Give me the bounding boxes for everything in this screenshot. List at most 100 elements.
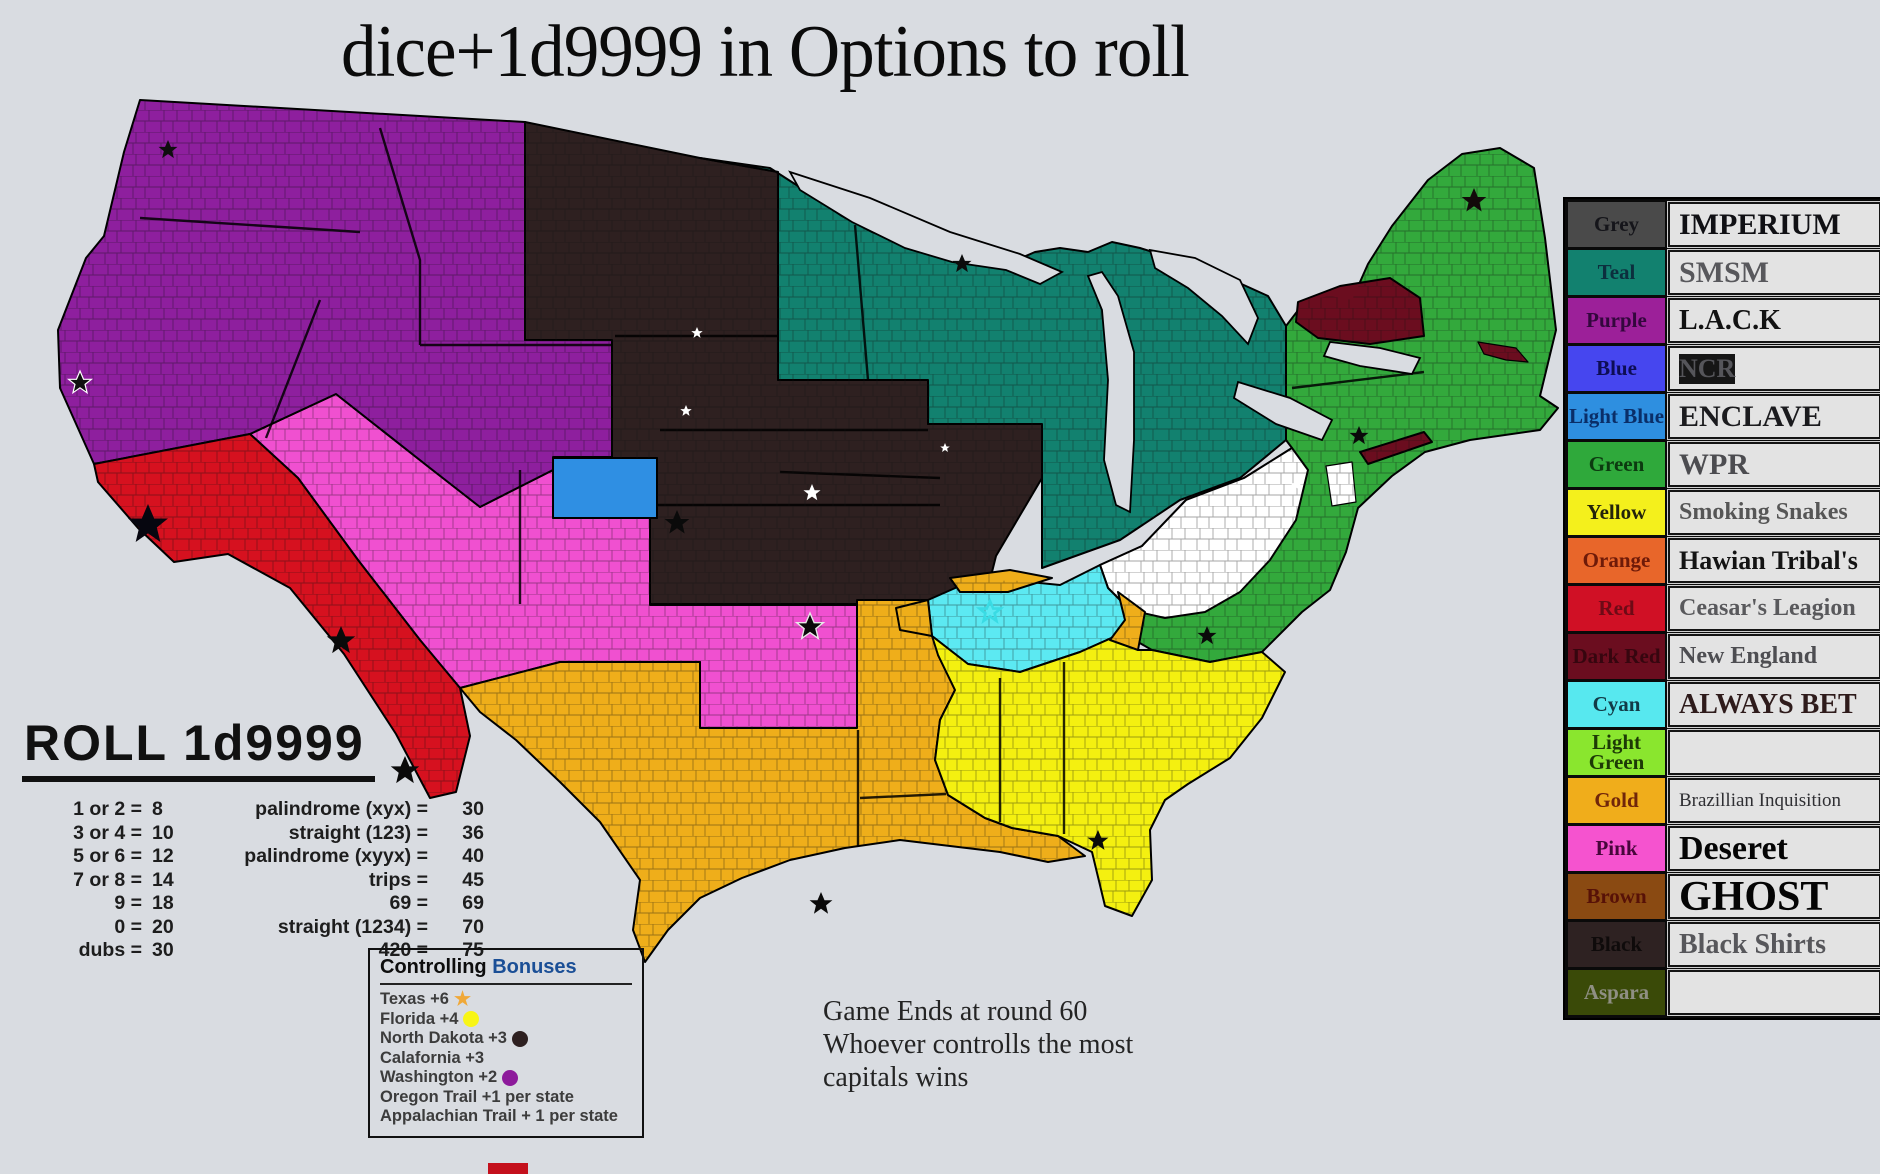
legend-faction-cell: Brazillian Inquisition — [1668, 778, 1880, 823]
legend-faction-name: Hawian Tribal's — [1679, 545, 1858, 575]
legend-color-swatch: Blue — [1568, 346, 1665, 391]
roll-label: 0 = — [114, 915, 142, 938]
legend-faction-cell: IMPERIUM — [1668, 202, 1880, 247]
roll-label: dubs = — [78, 939, 142, 961]
legend-faction-name: NCR — [1679, 353, 1736, 384]
legend-faction-name: L.A.C.K — [1679, 304, 1781, 336]
roll-label: 9 = — [114, 892, 142, 914]
bonus-item: North Dakota +3 — [380, 1029, 632, 1049]
bonus-item: Washington +2 — [380, 1068, 632, 1088]
game-end-line: Whoever controlls the most — [823, 1029, 1134, 1060]
bonus-dot-icon — [512, 1030, 528, 1047]
legend-faction-name: Smoking Snakes — [1679, 499, 1848, 525]
game-end-line: Game Ends at round 60 — [823, 996, 1088, 1027]
roll-label: 5 or 6 = — [73, 845, 142, 867]
roll-label: trips = — [368, 868, 428, 891]
legend-faction-name: ALWAYS BET — [1679, 688, 1857, 720]
bonus-item: Oregon Trail +1 per state — [380, 1088, 632, 1108]
roll-value: 69 — [462, 892, 484, 914]
game-end-line: capitals wins — [823, 1062, 969, 1093]
roll-value: 30 — [462, 798, 484, 820]
roll-value: 8 — [152, 798, 163, 820]
legend-color-swatch: Light Green — [1568, 730, 1665, 775]
legend-faction-cell — [1668, 730, 1880, 775]
roll-value: 36 — [462, 821, 484, 844]
legend-color-swatch: Gold — [1568, 778, 1665, 823]
roll-label: 1 or 2 = — [73, 798, 142, 820]
page-title: dice+1d9999 in Options to roll — [341, 11, 1190, 93]
legend-faction-cell: WPR — [1668, 442, 1880, 487]
roll-value: 14 — [152, 868, 174, 891]
legend-faction-name: SMSM — [1679, 255, 1769, 289]
legend-color-swatch: Yellow — [1568, 490, 1665, 535]
legend-faction-cell: L.A.C.K — [1668, 298, 1880, 343]
lake-huron — [1148, 248, 1259, 346]
legend-faction-cell: SMSM — [1668, 250, 1880, 295]
roll-label: straight (1234) = — [277, 915, 428, 938]
roll-label: 3 or 4 = — [73, 821, 142, 844]
legend-faction-name: Brazillian Inquisition — [1679, 789, 1842, 811]
bonus-item: Texas +6 ★ — [380, 990, 632, 1010]
bonus-dot-icon — [463, 1011, 480, 1028]
legend-color-swatch: Dark Red — [1568, 634, 1665, 679]
legend-faction-name: GHOST — [1679, 874, 1829, 919]
roll-label: straight (123) = — [288, 821, 428, 844]
bonuses-header-black: Controlling — [380, 956, 487, 978]
bonuses-header: Controlling Bonuses — [380, 956, 632, 985]
roll-value: 70 — [462, 915, 484, 938]
legend-color-swatch: Purple — [1568, 298, 1665, 343]
great-lakes — [788, 170, 1422, 514]
legend-faction-cell: Black Shirts — [1668, 922, 1880, 967]
roll-label: palindrome (xyx) = — [255, 798, 428, 820]
roll-value: 10 — [152, 821, 174, 844]
legend-color-swatch: Orange — [1568, 538, 1665, 583]
legend-color-swatch: Light Blue — [1568, 394, 1665, 439]
roll-label: 7 or 8 = — [73, 868, 142, 891]
legend-color-swatch: Brown — [1568, 874, 1665, 919]
legend-faction-name: WPR — [1679, 447, 1749, 481]
bonuses-list: Texas +6 ★ Florida +4 North Dakota +3 Ca… — [380, 990, 632, 1127]
roll-label: 420 = — [378, 939, 428, 961]
bonus-dot-icon — [502, 1069, 519, 1086]
legend-color-swatch: Black — [1568, 922, 1665, 967]
legend-faction-cell: ALWAYS BET — [1668, 682, 1880, 727]
roll-label: palindrome (xyyx) = — [244, 845, 428, 867]
legend-faction-name: New England — [1679, 643, 1818, 669]
legend-color-swatch: Red — [1568, 586, 1665, 631]
legend-faction-cell: GHOST — [1668, 874, 1880, 919]
bonus-label: Florida +4 — [380, 1009, 459, 1028]
bonus-label: Calafornia +3 — [380, 1048, 485, 1067]
roll-value: 12 — [152, 845, 174, 867]
bonus-label: North Dakota +3 — [380, 1029, 507, 1047]
legend-faction-cell: Smoking Snakes — [1668, 490, 1880, 535]
roll-value: 75 — [462, 939, 484, 961]
bonus-item: Calafornia +3 — [380, 1049, 632, 1069]
legend-color-swatch: Teal — [1568, 250, 1665, 295]
faction-legend: Grey IMPERIUM Teal SMSM Purple L.A.C.K B… — [1563, 197, 1880, 1020]
game-end-note: Game Ends at round 60 Whoever controlls … — [823, 995, 1223, 1094]
legend-faction-cell: NCR — [1668, 346, 1880, 391]
legend-color-swatch: Aspara — [1568, 970, 1665, 1015]
bonus-label: Oregon Trail +1 per state — [380, 1087, 574, 1106]
roll-label: 69 = — [389, 892, 429, 914]
legend-faction-cell: New England — [1668, 634, 1880, 679]
legend-faction-cell: ENCLAVE — [1668, 394, 1880, 439]
legend-faction-cell: Ceasar's Leagion — [1668, 586, 1880, 631]
controlling-bonuses-box: Controlling Bonuses Texas +6 ★ Florida +… — [368, 948, 644, 1138]
bonus-item: Florida +4 — [380, 1010, 632, 1030]
legend-faction-name: Ceasar's Leagion — [1679, 595, 1856, 621]
legend-color-swatch: Pink — [1568, 826, 1665, 871]
lake-ontario — [1322, 341, 1422, 375]
roll-value: 20 — [152, 915, 174, 938]
legend-faction-cell: Hawian Tribal's — [1668, 538, 1880, 583]
bonus-item: Appalachian Trail + 1 per state — [380, 1107, 632, 1127]
roll-table: 1 or 2 = 8 palindrome (xyx) = 30 3 or 4 … — [22, 798, 484, 963]
enclave-block — [552, 457, 658, 519]
lake-erie — [1232, 380, 1334, 442]
bonus-label: Texas +6 — [380, 990, 449, 1008]
lake-michigan — [1086, 270, 1135, 514]
legend-color-swatch: Cyan — [1568, 682, 1665, 727]
legend-faction-name: Black Shirts — [1679, 928, 1827, 960]
roll-value: 45 — [462, 868, 484, 891]
